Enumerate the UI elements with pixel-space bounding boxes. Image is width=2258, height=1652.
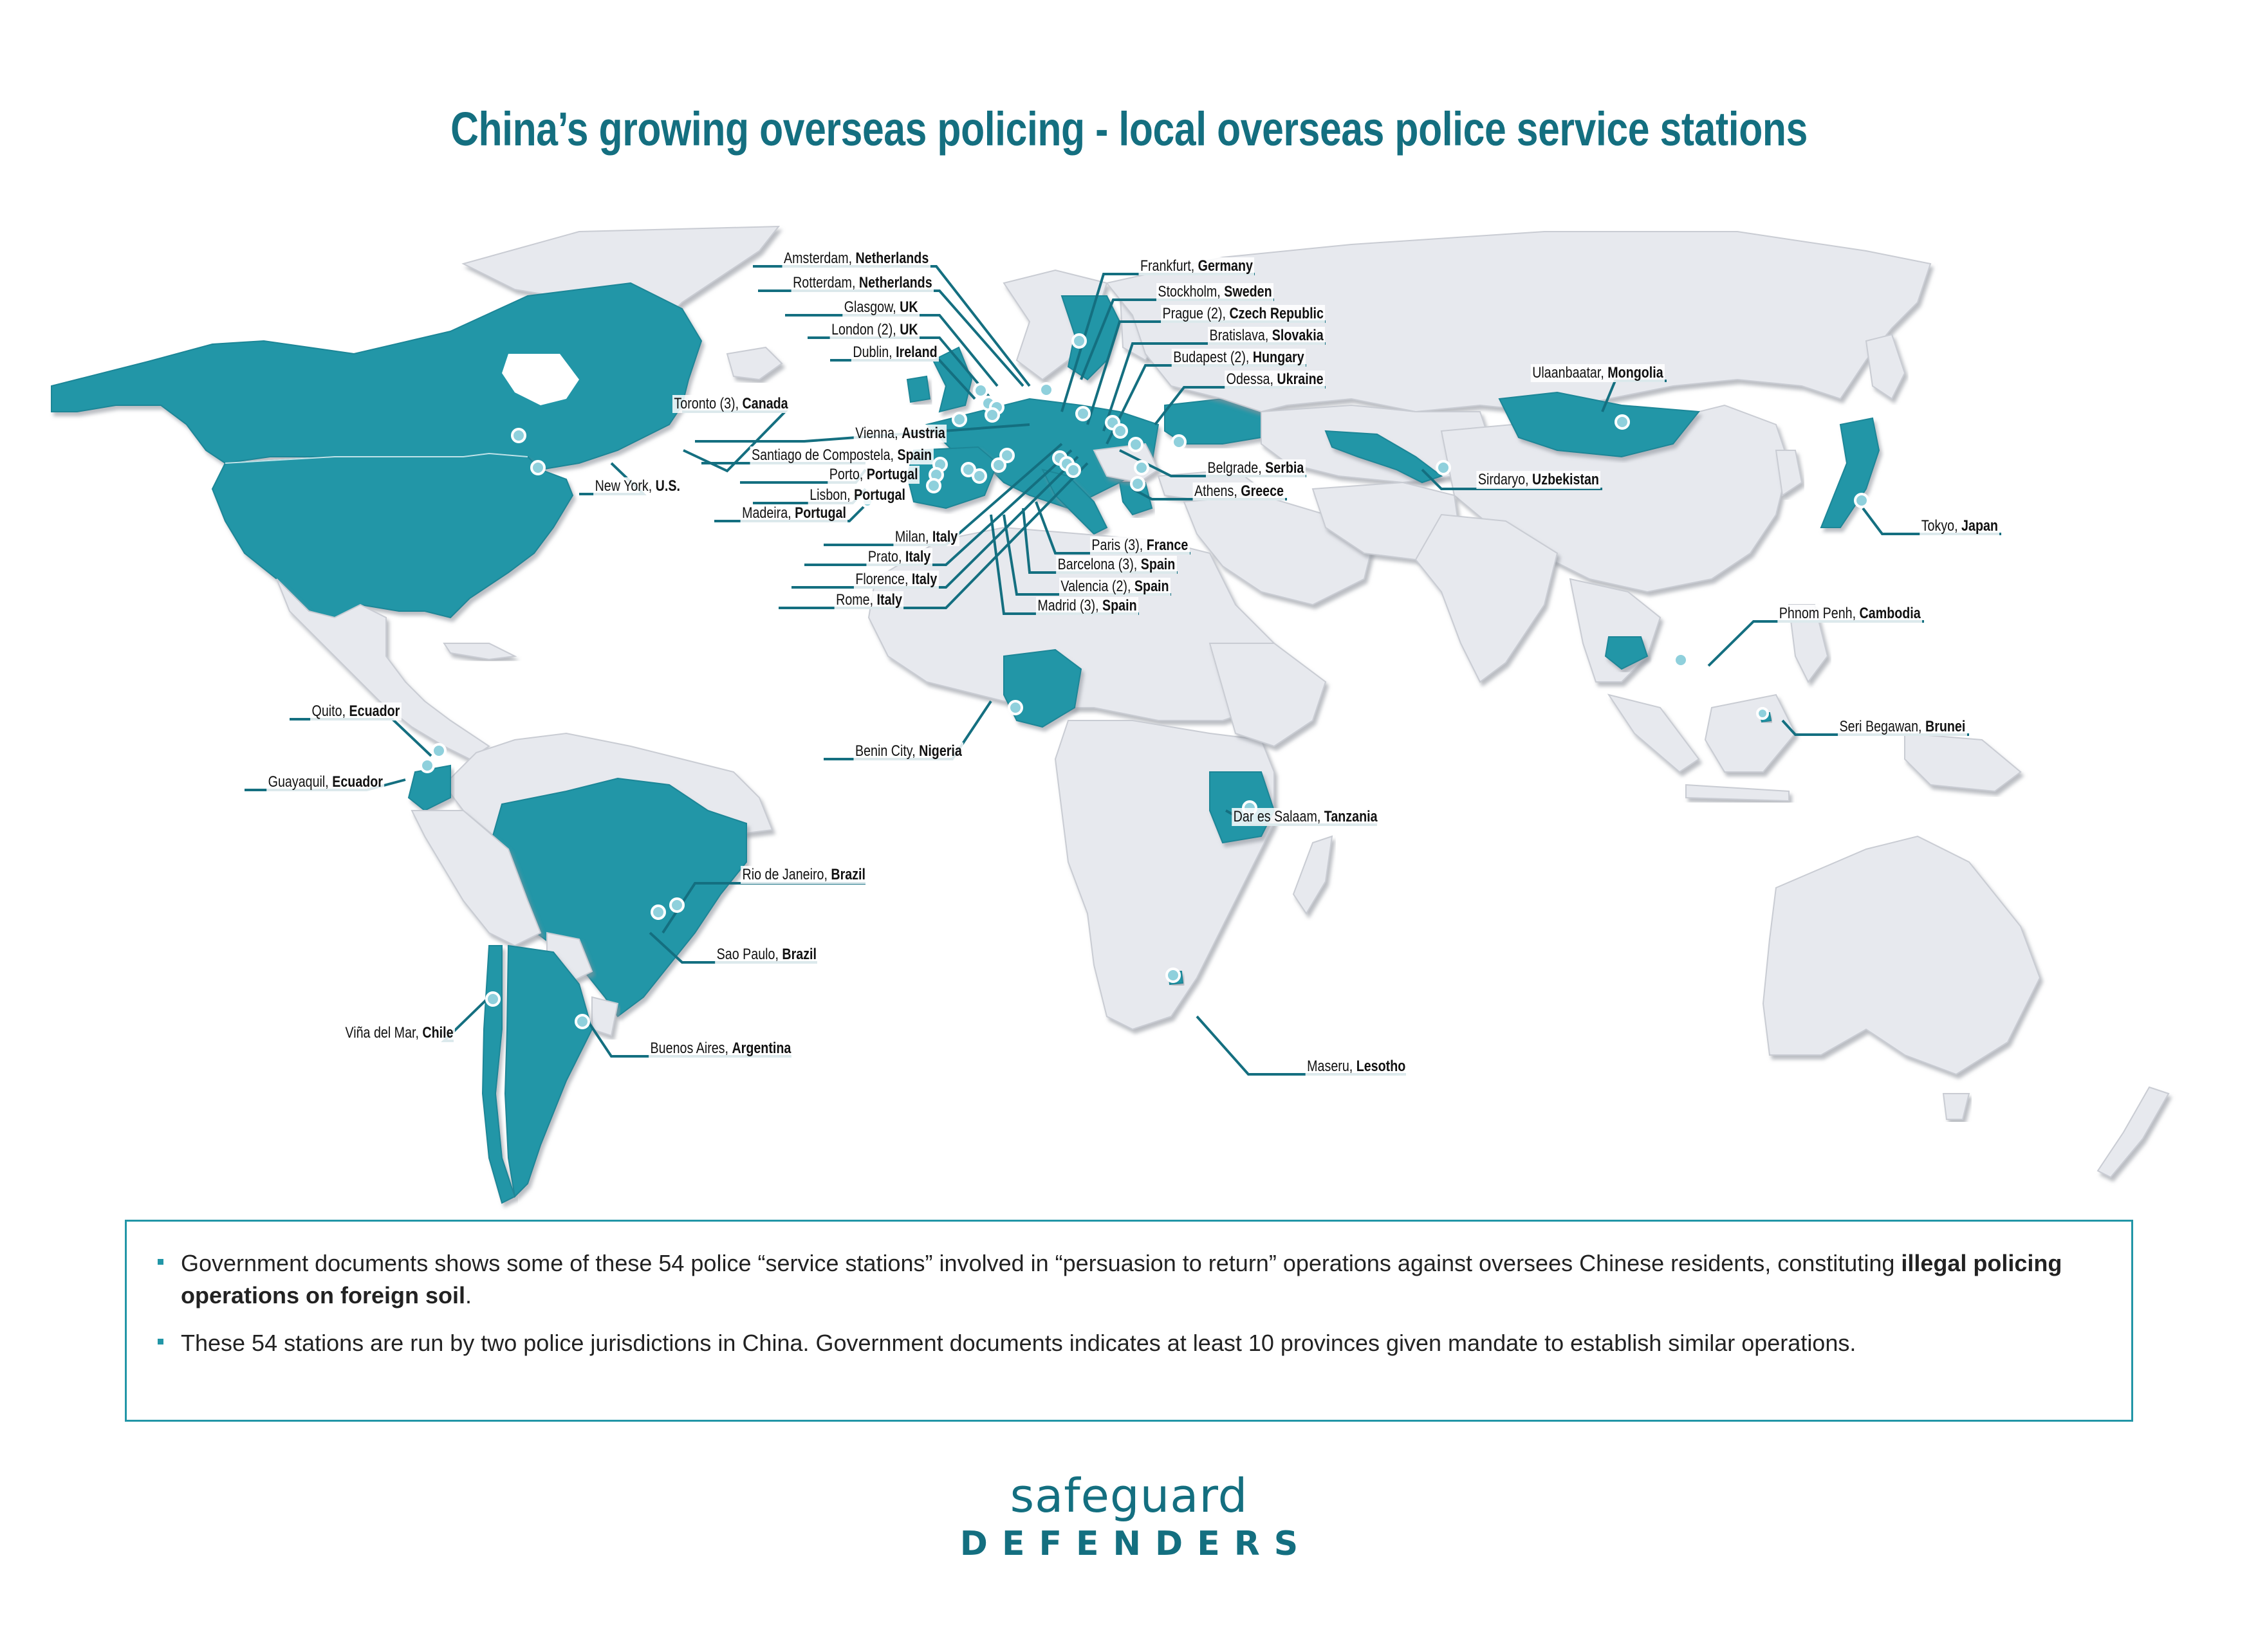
label-frankfurt: Frankfurt, Germany <box>1138 257 1254 275</box>
station-markers <box>420 333 1869 1029</box>
label-ulaanbaatar: Ulaanbaatar, Mongolia <box>1530 364 1665 382</box>
page-title: China’s growing overseas policing - loca… <box>450 102 1808 156</box>
new-zealand <box>2096 1086 2170 1179</box>
label-guayaquil: Guayaquil, Ecuador <box>266 773 384 791</box>
label-benin-city: Benin City, Nigeria <box>853 742 963 760</box>
label-porto: Porto, Portugal <box>828 466 920 484</box>
label-phnom-penh: Phnom Penh, Cambodia <box>1777 605 1922 623</box>
kamchatka <box>1865 333 1906 400</box>
label-stockholm: Stockholm, Sweden <box>1156 283 1273 301</box>
label-santiago: Santiago de Compostela, Spain <box>750 446 934 464</box>
label-prague: Prague (2), Czech Republic <box>1160 305 1325 323</box>
southeast-asia <box>1569 578 1661 683</box>
ecuador <box>407 764 451 812</box>
label-sao-paulo: Sao Paulo, Brazil <box>714 946 818 964</box>
borneo <box>1704 693 1797 773</box>
label-odessa: Odessa, Ukraine <box>1225 371 1325 389</box>
emphasis-text: illegal policing operations on foreign s… <box>181 1250 2062 1308</box>
hudson-bay <box>502 354 579 405</box>
mongolia <box>1498 391 1700 458</box>
safeguard-defenders-logo: safeguard DEFENDERS <box>0 1470 2258 1566</box>
label-vienna: Vienna, Austria <box>853 425 947 443</box>
label-dar-es-salaam: Dar es Salaam, Tanzania <box>1232 808 1379 826</box>
label-bratislava: Bratislava, Slovakia <box>1207 327 1325 345</box>
uzbekistan <box>1324 430 1443 484</box>
central-africa <box>1054 720 1275 1031</box>
label-maseru: Maseru, Lesotho <box>1305 1058 1407 1076</box>
label-vina-del-mar: Viña del Mar, Chile <box>343 1024 455 1042</box>
label-tokyo: Tokyo, Japan <box>1919 517 1999 535</box>
label-dublin: Dublin, Ireland <box>851 344 939 362</box>
label-toronto: Toronto (3), Canada <box>672 395 790 413</box>
info-bullet-2: These 54 stations are run by two police … <box>158 1327 2100 1359</box>
usa <box>211 452 574 619</box>
label-barcelona: Barcelona (3), Spain <box>1056 556 1177 574</box>
label-new-york: New York, U.S. <box>593 477 681 495</box>
australia <box>1762 835 2041 1076</box>
label-seri-begawan: Seri Begawan, Brunei <box>1838 718 1967 736</box>
cambodia <box>1604 636 1649 670</box>
japan <box>1820 417 1880 528</box>
label-quito: Quito, Ecuador <box>310 702 402 720</box>
logo-wordmark-bottom: DEFENDERS <box>959 1525 1313 1563</box>
uruguay <box>591 996 619 1037</box>
tasmania <box>1942 1093 1970 1120</box>
horn-of-africa <box>1208 643 1327 748</box>
mexico <box>276 578 490 760</box>
peru-bolivia <box>411 810 542 947</box>
label-amsterdam: Amsterdam, Netherlands <box>782 250 930 268</box>
label-milan: Milan, Italy <box>893 528 959 546</box>
label-athens: Athens, Greece <box>1192 482 1285 500</box>
info-bullet-1: Government documents shows some of these… <box>158 1247 2100 1312</box>
cuba <box>443 643 517 661</box>
label-budapest: Budapest (2), Hungary <box>1171 349 1306 367</box>
label-valencia: Valencia (2), Spain <box>1059 578 1171 596</box>
label-rome: Rome, Italy <box>834 591 903 609</box>
russia <box>1106 231 1932 413</box>
label-sirdaryo: Sirdaryo, Uzbekistan <box>1476 471 1600 489</box>
info-box: Government documents shows some of these… <box>125 1220 2133 1422</box>
indonesia-java <box>1685 784 1790 802</box>
argentina <box>504 944 593 1198</box>
label-madeira: Madeira, Portugal <box>740 504 847 522</box>
label-london: London (2), UK <box>829 321 920 339</box>
madagascar <box>1292 835 1333 915</box>
label-paris: Paris (3), France <box>1090 537 1190 555</box>
india <box>1414 513 1559 683</box>
iceland <box>726 346 783 381</box>
canada-us-north <box>51 282 703 471</box>
ireland <box>906 375 931 403</box>
label-glasgow: Glasgow, UK <box>842 298 920 317</box>
world-map: Amsterdam, Netherlands Rotterdam, Nether… <box>0 193 2258 1222</box>
label-buenos-aires: Buenos Aires, Argentina <box>649 1040 793 1058</box>
new-guinea <box>1904 732 2022 793</box>
korea <box>1775 450 1803 497</box>
label-florence: Florence, Italy <box>854 571 939 589</box>
label-lisbon: Lisbon, Portugal <box>808 486 907 504</box>
label-madrid: Madrid (3), Spain <box>1035 597 1138 615</box>
indonesia-sumatra <box>1607 693 1700 773</box>
label-prato: Prato, Italy <box>866 548 932 566</box>
label-rotterdam: Rotterdam, Netherlands <box>791 274 934 292</box>
label-rio: Rio de Janeiro, Brazil <box>740 866 867 884</box>
label-belgrade: Belgrade, Serbia <box>1206 459 1306 477</box>
logo-wordmark-top: safeguard <box>1010 1469 1248 1523</box>
